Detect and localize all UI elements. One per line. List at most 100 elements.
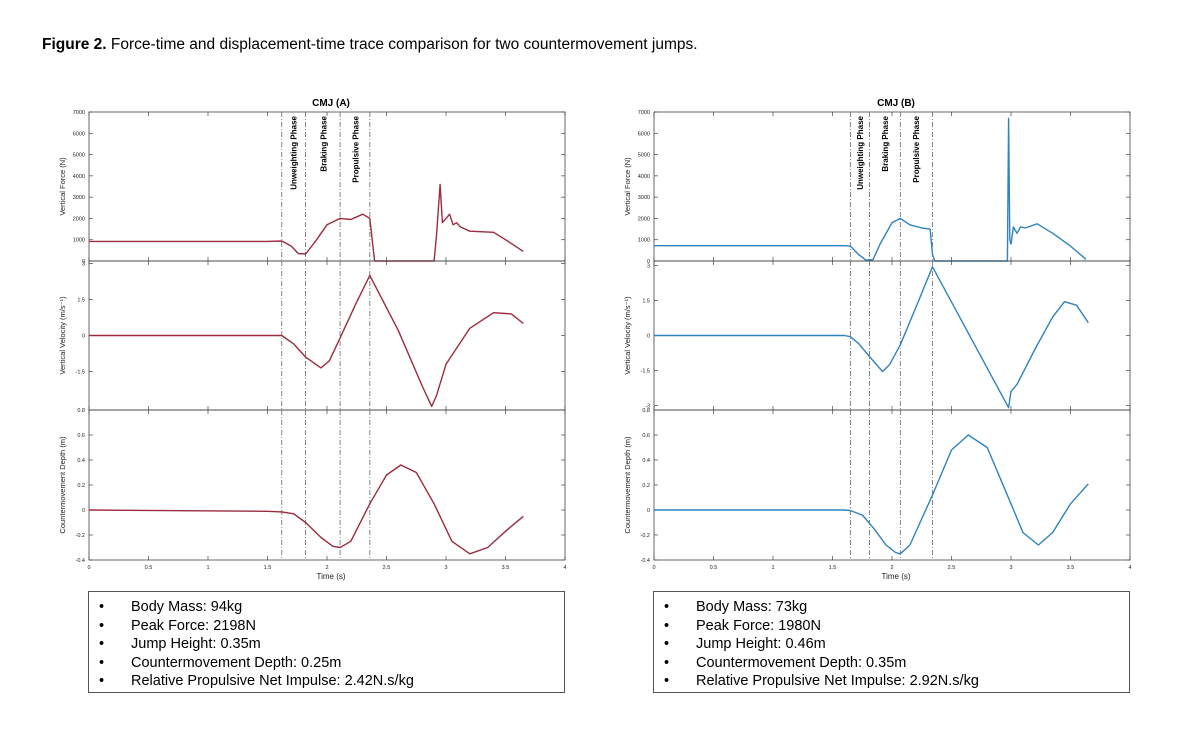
y-tick-label: 0 xyxy=(82,508,85,514)
y-tick-label: 0 xyxy=(647,508,650,514)
bullet-icon: • xyxy=(99,617,105,634)
y-tick-label: 0.2 xyxy=(642,483,650,489)
phase-label: Braking Phase xyxy=(881,115,890,171)
cmj-b-panel-2-ylabel: Countermovement Depth (m) xyxy=(623,436,632,534)
y-tick-label: 5000 xyxy=(638,153,650,159)
y-tick-label: -0.2 xyxy=(641,533,650,539)
info-item: • Countermovement Depth: 0.35m xyxy=(654,654,1129,673)
cmj-a-panel-0-series-line xyxy=(89,183,524,262)
info-item-text: Relative Propulsive Net Impulse: 2.42N.s… xyxy=(131,673,414,690)
y-tick-label: -0.4 xyxy=(641,558,650,564)
info-item: • Relative Propulsive Net Impulse: 2.42N.… xyxy=(89,672,564,691)
cmj-a-panel-2-frame xyxy=(88,409,566,561)
info-item: • Peak Force: 2198N xyxy=(89,617,564,636)
info-item: • Jump Height: 0.35m xyxy=(89,635,564,654)
phase-label: Propulsive Phase xyxy=(352,115,361,182)
y-tick-label: -1.5 xyxy=(76,370,85,376)
x-tick-label: 3.5 xyxy=(502,565,510,571)
figure-caption-text: Force-time and displacement-time trace c… xyxy=(106,36,698,53)
x-tick-label: 2.5 xyxy=(948,565,956,571)
y-tick-label: 7000 xyxy=(73,110,85,116)
figure-caption: Figure 2. Force-time and displacement-ti… xyxy=(42,36,698,54)
info-item: • Body Mass: 73kg xyxy=(654,598,1129,617)
x-tick-label: 1 xyxy=(771,565,774,571)
info-item-text: Countermovement Depth: 0.25m xyxy=(131,654,342,671)
cmj-b-panel-0-ylabel: Vertical Force (N) xyxy=(623,157,632,216)
y-tick-label: 1.5 xyxy=(77,297,85,303)
info-item-text: Body Mass: 94kg xyxy=(131,599,243,615)
cmj-b-panel-1-series-line xyxy=(654,266,1089,409)
y-tick-label: 3 xyxy=(647,264,650,270)
y-tick-label: -0.2 xyxy=(76,533,85,539)
x-tick-label: 4 xyxy=(563,565,566,571)
info-item-text: Jump Height: 0.46m xyxy=(696,636,826,653)
y-tick-label: 0.4 xyxy=(77,458,85,464)
y-tick-label: -0.4 xyxy=(76,558,85,564)
cmj-b-panel-2-frame xyxy=(653,409,1131,561)
bullet-icon: • xyxy=(99,599,105,615)
info-item: • Peak Force: 1980N xyxy=(654,617,1129,636)
info-item-text: Relative Propulsive Net Impulse: 2.92N.s… xyxy=(696,673,979,690)
y-tick-label: 0.2 xyxy=(77,483,85,489)
cmj-b-panel-0-series-line xyxy=(654,117,1087,262)
y-tick-label: 4000 xyxy=(73,174,85,180)
cmj-b-panel-0-frame xyxy=(653,111,1131,262)
y-tick-label: 2000 xyxy=(638,216,650,222)
y-tick-label: 0 xyxy=(82,259,85,265)
y-tick-label: 3 xyxy=(82,261,85,267)
bullet-icon: • xyxy=(664,599,670,615)
y-tick-label: 0.6 xyxy=(642,433,650,439)
info-item: • Countermovement Depth: 0.25m xyxy=(89,654,564,673)
y-tick-label: 3000 xyxy=(638,195,650,201)
bullet-icon: • xyxy=(664,673,670,690)
y-tick-label: 0.4 xyxy=(642,458,650,464)
phase-label: Unweighting Phase xyxy=(856,115,865,189)
x-tick-label: 1.5 xyxy=(829,565,837,571)
cmj-a-panel-1-ylabel: Vertical Velocity (m/s⁻¹) xyxy=(58,296,67,375)
x-tick-label: 0 xyxy=(87,565,90,571)
y-tick-label: 4000 xyxy=(638,174,650,180)
cmj-a-panel-2-ylabel: Countermovement Depth (m) xyxy=(58,436,67,534)
cmj-b-title: CMJ (B) xyxy=(877,98,915,109)
cmj-a-panel-0-ylabel: Vertical Force (N) xyxy=(58,157,67,216)
cmj-b-panel-1-ylabel: Vertical Velocity (m/s⁻¹) xyxy=(623,296,632,375)
cmj-b-panel-2-series-line xyxy=(654,434,1089,555)
y-tick-label: 0 xyxy=(82,334,85,340)
cmj-a-panel-1-series-line xyxy=(89,274,524,408)
cmj-b-xlabel: Time (s) xyxy=(881,572,910,581)
y-tick-label: 1000 xyxy=(638,238,650,244)
y-tick-label: 1000 xyxy=(73,238,85,244)
y-tick-label: 0.8 xyxy=(642,408,650,414)
info-item-text: Peak Force: 1980N xyxy=(696,617,821,634)
phase-label: Unweighting Phase xyxy=(290,115,299,189)
y-tick-label: 5000 xyxy=(73,153,85,159)
info-item-text: Peak Force: 2198N xyxy=(131,617,256,634)
y-tick-label: 0.6 xyxy=(77,433,85,439)
phase-label: Propulsive Phase xyxy=(912,115,921,182)
y-tick-label: 3000 xyxy=(73,195,85,201)
x-tick-label: 3 xyxy=(444,565,447,571)
y-tick-label: 7000 xyxy=(638,110,650,116)
x-tick-label: 3.5 xyxy=(1067,565,1075,571)
y-tick-label: 6000 xyxy=(638,131,650,137)
info-item-text: Jump Height: 0.35m xyxy=(131,636,261,653)
bullet-icon: • xyxy=(664,654,670,671)
y-tick-label: 6000 xyxy=(73,131,85,137)
x-tick-label: 0.5 xyxy=(710,565,718,571)
y-tick-label: 1.5 xyxy=(642,299,650,305)
x-tick-label: 0.5 xyxy=(145,565,153,571)
x-tick-label: 2 xyxy=(325,565,328,571)
figure-label: Figure 2. xyxy=(42,36,107,53)
bullet-icon: • xyxy=(664,636,670,653)
cmj-a-title: CMJ (A) xyxy=(312,98,350,109)
bullet-icon: • xyxy=(664,617,670,634)
y-tick-label: 0 xyxy=(647,259,650,265)
x-tick-label: 2.5 xyxy=(383,565,391,571)
info-box-cmj-b: • Body Mass: 73kg • Peak Force: 1980N • Jump … xyxy=(653,591,1130,693)
info-item-text: Body Mass: 73kg xyxy=(696,599,808,615)
y-tick-label: -1.5 xyxy=(641,368,650,374)
y-tick-label: 2000 xyxy=(73,216,85,222)
info-item: • Relative Propulsive Net Impulse: 2.92N.… xyxy=(654,672,1129,691)
x-tick-label: 1 xyxy=(206,565,209,571)
